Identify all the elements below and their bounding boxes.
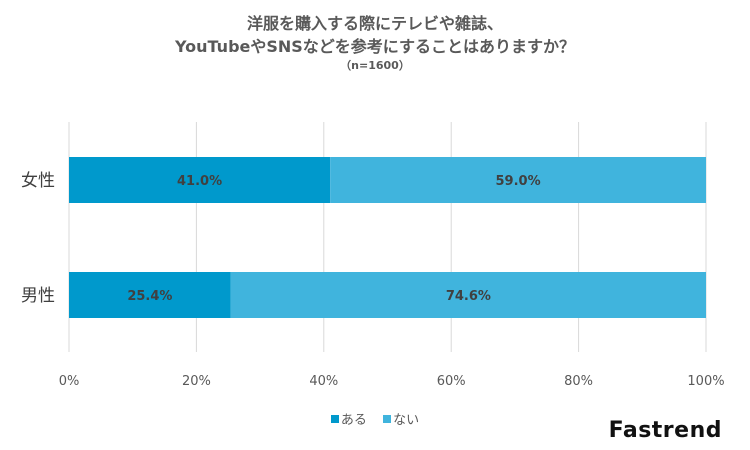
chart-title-line-2: YouTubeやSNSなどを参考にすることはありますか？ <box>175 37 575 56</box>
legend-swatch-aru <box>330 415 339 423</box>
legend-swatch-nai <box>383 415 392 423</box>
bar-segment <box>69 157 331 203</box>
chart-subtitle: （n=1600） <box>340 59 410 72</box>
legend-label-nai: ない <box>393 413 420 428</box>
legend-item-aru: ある <box>330 409 367 428</box>
data-label: 59.0% <box>496 174 541 189</box>
x-tick-label: 100% <box>687 374 724 389</box>
data-label: 74.6% <box>446 289 491 304</box>
legend-label-aru: ある <box>340 413 367 428</box>
x-tick-label: 60% <box>437 374 466 389</box>
bar-segment <box>69 272 231 318</box>
legend: ある ない <box>0 409 750 428</box>
legend-item-nai: ない <box>383 409 419 428</box>
bar-segment <box>230 272 706 318</box>
data-label: 41.0% <box>177 174 222 189</box>
chart-title-line-1: 洋服を購入する際にテレビや雑誌、 <box>246 14 503 33</box>
data-label: 25.4% <box>127 289 172 304</box>
category-label: 男性 <box>21 286 55 306</box>
bar-segment <box>330 157 706 203</box>
x-tick-label: 80% <box>564 374 593 389</box>
chart-title-block: 洋服を購入する際にテレビや雑誌、 YouTubeやSNSなどを参考にすることはあ… <box>0 12 750 74</box>
brand-logo: Fastrend <box>608 418 722 443</box>
category-label: 女性 <box>21 171 55 191</box>
x-tick-label: 0% <box>59 374 80 389</box>
x-tick-label: 40% <box>309 374 338 389</box>
x-tick-label: 20% <box>182 374 211 389</box>
